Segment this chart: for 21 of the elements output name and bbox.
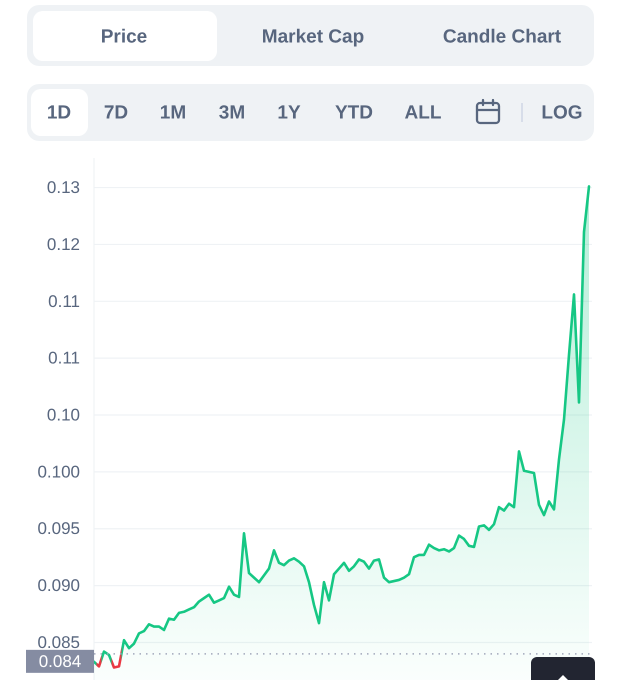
y-tick-label: 0.095 [37, 519, 80, 538]
y-tick-label: 0.100 [37, 462, 80, 482]
y-tick-label: 0.12 [46, 234, 80, 254]
y-tick-label: 0.085 [37, 632, 80, 652]
y-tick-label: 0.11 [48, 348, 80, 368]
text: YTD [335, 102, 373, 124]
y-tick-label: 0.10 [46, 406, 80, 425]
text: Price [100, 26, 148, 48]
text: 1D [46, 102, 72, 124]
text: Candle Chart [442, 26, 562, 48]
text: 7D [104, 102, 128, 124]
y-tick-label: 0.090 [37, 576, 80, 596]
text: LOG [541, 102, 583, 124]
y-tick-label: 0.13 [46, 178, 80, 198]
text: 1Y [277, 102, 301, 124]
text: ALL [404, 102, 442, 124]
text: 3M [218, 102, 246, 124]
text: 1M [160, 102, 186, 124]
ref-line-label: 0.084 [38, 652, 82, 671]
text: Market Cap [262, 26, 364, 48]
y-tick-label: 0.11 [48, 292, 80, 311]
